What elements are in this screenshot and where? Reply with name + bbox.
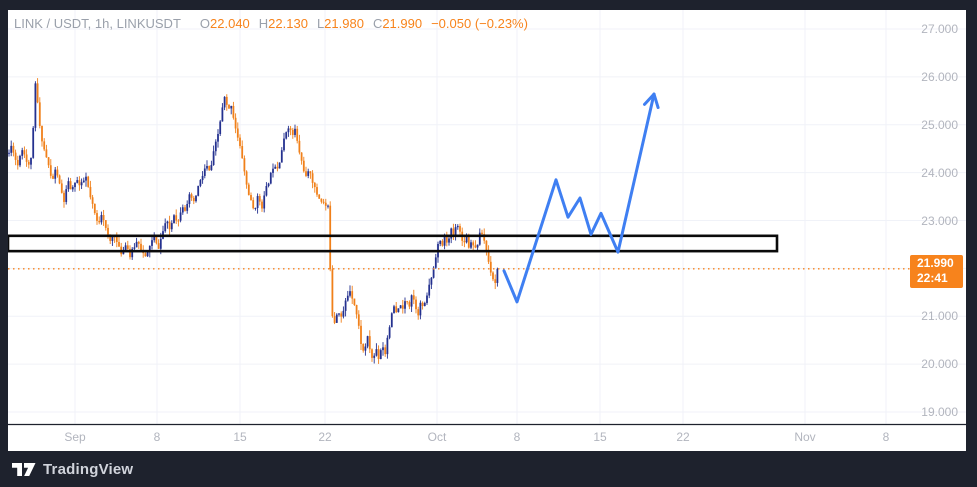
price-axis-label: 20.000	[921, 357, 958, 372]
tradingview-logo[interactable]: TradingView	[12, 461, 133, 478]
ohlc-value: 21.980	[324, 16, 364, 31]
time-axis-label: 8	[513, 430, 521, 444]
ohlc-letter: L	[316, 16, 325, 31]
symbol-title[interactable]: LINK / USDT, 1h, LINKUSDT	[14, 16, 181, 31]
price-axis-label: 19.000	[921, 405, 958, 419]
current-price-value: 21.990	[917, 255, 954, 270]
price-axis-label: 23.000	[921, 213, 958, 228]
ohlc-letter: C	[372, 16, 383, 31]
ohlc-value: 22.130	[268, 16, 308, 31]
candlestick-series[interactable]	[8, 78, 499, 364]
price-axis-label: 24.000	[921, 165, 958, 180]
tradingview-wordmark: TradingView	[43, 460, 134, 478]
price-axis-label: 26.000	[921, 69, 958, 84]
current-price-badge: 21.990 22:41	[910, 254, 963, 288]
tradingview-logo-icon	[12, 462, 36, 476]
price-axis-label: 25.000	[921, 117, 958, 132]
change-value: −0.050 (−0.23%)	[431, 16, 528, 31]
time-axis-label: 22	[318, 430, 332, 444]
window-frame-left	[0, 0, 8, 487]
ohlc-letter: O	[199, 16, 211, 31]
rectangle-drawing[interactable]	[6, 234, 779, 253]
time-axis-label: 15	[233, 430, 247, 444]
ohlc-values: O22.040 H22.130 L21.980 C21.990	[191, 16, 422, 31]
projection-arrow-drawing[interactable]	[502, 92, 660, 304]
time-axis-label: Nov	[794, 430, 816, 444]
window-frame-top	[0, 0, 977, 10]
time-axis-label: 8	[882, 430, 890, 444]
chart-surface[interactable]	[8, 10, 966, 451]
ohlc-value: 21.990	[382, 16, 423, 31]
ohlc-letter: H	[258, 16, 269, 31]
symbol-legend[interactable]: LINK / USDT, 1h, LINKUSDT O22.040 H22.130 L…	[14, 17, 528, 31]
time-axis-label: 15	[593, 430, 607, 444]
bottom-toolbar: TradingView	[0, 451, 977, 487]
price-axis-label: 27.000	[921, 22, 958, 36]
window-frame-right	[966, 0, 977, 487]
countdown-timer: 22:41	[917, 270, 948, 285]
time-axis-label: 8	[153, 430, 161, 444]
gridlines	[8, 10, 966, 424]
time-axis-label: Sep	[64, 430, 86, 444]
price-axis-label: 21.000	[921, 309, 958, 324]
time-axis-label: 22	[676, 430, 690, 444]
time-axis-label: Oct	[427, 430, 447, 444]
ohlc-value: 22.040	[210, 16, 250, 31]
